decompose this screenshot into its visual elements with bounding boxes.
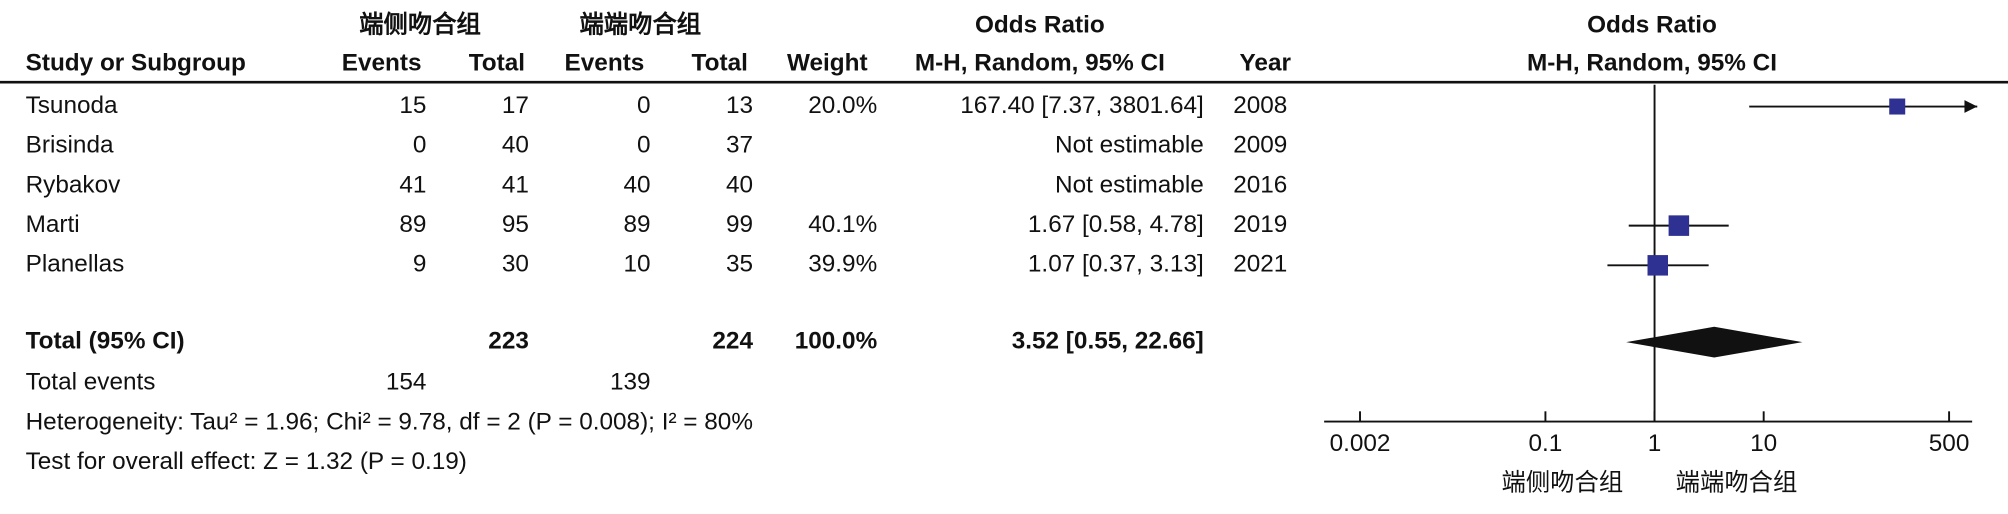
x-tick-label: 0.1 <box>1529 430 1563 457</box>
cell: 1.67 [0.58, 4.78] <box>1028 211 1204 238</box>
total-label: Total (95% CI) <box>26 328 185 355</box>
cell: 40.1% <box>808 211 877 238</box>
ci-arrow <box>1964 100 1978 113</box>
cell: 10 <box>623 251 650 278</box>
study-name: Brisinda <box>26 132 114 159</box>
cell: Not estimable <box>1055 132 1204 159</box>
cell: 2009 <box>1233 132 1287 159</box>
summary-diamond <box>1626 326 1803 358</box>
overall-effect: Test for overall effect: Z = 1.32 (P = 0… <box>26 448 467 475</box>
total-events-label: Total events <box>26 369 156 396</box>
column-header: Total <box>469 50 525 77</box>
x-tick-label: 500 <box>1929 430 1970 457</box>
cell: 13 <box>726 92 753 119</box>
effect-title: Odds Ratio <box>975 11 1105 38</box>
study-marker <box>1889 98 1906 115</box>
cell: 17 <box>502 92 529 119</box>
cell: 223 <box>488 328 529 355</box>
effect-title: Odds Ratio <box>1587 11 1717 38</box>
cell: 41 <box>399 171 426 198</box>
effect-subtitle: M-H, Random, 95% CI <box>1527 50 1777 77</box>
cell: 2019 <box>1233 211 1287 238</box>
study-name: Planellas <box>26 251 125 278</box>
cell: 95 <box>502 211 529 238</box>
cell: 0 <box>637 132 651 159</box>
column-header: Events <box>565 50 645 77</box>
x-tick-label: 10 <box>1750 430 1777 457</box>
column-header: Events <box>342 50 422 77</box>
study-name: Rybakov <box>26 171 121 198</box>
cell: 2008 <box>1233 92 1287 119</box>
cell: 2021 <box>1233 251 1287 278</box>
cell: 37 <box>726 132 753 159</box>
cell: 224 <box>712 328 753 355</box>
cell: 3.52 [0.55, 22.66] <box>1012 328 1204 355</box>
cell: 40 <box>502 132 529 159</box>
cell: 35 <box>726 251 753 278</box>
cell: 40 <box>623 171 650 198</box>
cell: 15 <box>399 92 426 119</box>
cell: 89 <box>399 211 426 238</box>
group-label: 端侧吻合组 <box>359 10 481 38</box>
group-label: 端端吻合组 <box>579 10 701 38</box>
cell: 39.9% <box>808 251 877 278</box>
cell: 41 <box>502 171 529 198</box>
x-tick-label: 0.002 <box>1330 430 1391 457</box>
cell: 30 <box>502 251 529 278</box>
study-name: Tsunoda <box>26 92 118 119</box>
favours-label: 端端吻合组 <box>1676 470 1798 497</box>
x-tick-label: 1 <box>1648 430 1662 457</box>
cell: 9 <box>413 251 427 278</box>
cell: 40 <box>726 171 753 198</box>
cell: 0 <box>413 132 427 159</box>
cell: 0 <box>637 92 651 119</box>
cell: 99 <box>726 211 753 238</box>
cell: 2016 <box>1233 171 1287 198</box>
study-marker <box>1668 215 1690 236</box>
column-header: Study or Subgroup <box>26 50 246 77</box>
column-header: Year <box>1240 50 1292 77</box>
cell: 100.0% <box>795 328 878 355</box>
cell: 89 <box>623 211 650 238</box>
column-header: Total <box>692 50 748 77</box>
cell: Not estimable <box>1055 171 1204 198</box>
effect-subtitle: M-H, Random, 95% CI <box>915 50 1165 77</box>
favours-label: 端侧吻合组 <box>1502 470 1624 497</box>
cell: 154 <box>386 369 427 396</box>
cell: 1.07 [0.37, 3.13] <box>1028 251 1204 278</box>
cell: 20.0% <box>808 92 877 119</box>
column-header: Weight <box>787 50 868 77</box>
study-name: Marti <box>26 211 80 238</box>
cell: 139 <box>610 369 651 396</box>
cell: 167.40 [7.37, 3801.64] <box>960 92 1204 119</box>
heterogeneity: Heterogeneity: Tau² = 1.96; Chi² = 9.78,… <box>26 408 753 435</box>
study-marker <box>1647 255 1669 276</box>
